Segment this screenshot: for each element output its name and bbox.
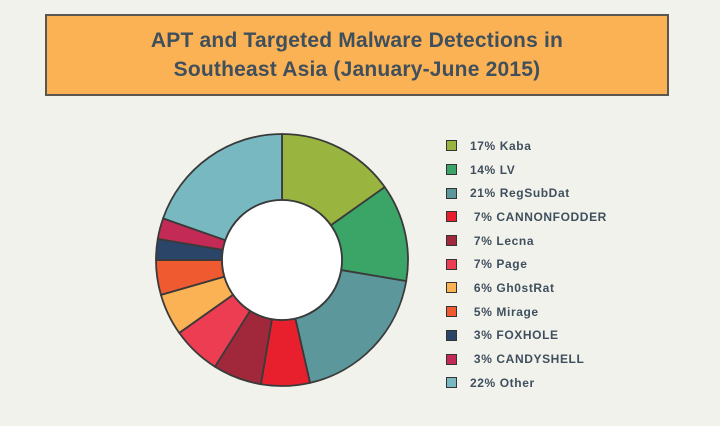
- legend-label: 3% CANDYSHELL: [470, 352, 585, 367]
- legend-item-foxhole: 3% FOXHOLE: [446, 324, 607, 348]
- legend-label: 17% Kaba: [470, 138, 532, 153]
- legend-label: 21% RegSubDat: [470, 186, 570, 201]
- legend-item-other: 22% Other: [446, 371, 607, 395]
- donut-hole: [221, 199, 343, 321]
- legend-item-mirage: 5% Mirage: [446, 300, 607, 324]
- legend-label: 5% Mirage: [470, 304, 539, 319]
- legend-item-lecna: 7% Lecna: [446, 229, 607, 253]
- legend-label: 14% LV: [470, 162, 516, 177]
- legend-swatch: [446, 377, 457, 389]
- chart-title-banner: APT and Targeted Malware Detections in S…: [45, 14, 669, 96]
- legend-label: 6% Gh0stRat: [470, 280, 555, 295]
- legend-item-candyshell: 3% CANDYSHELL: [446, 347, 607, 371]
- legend-item-regsubdat: 21% RegSubDat: [446, 181, 607, 205]
- legend-item-page: 7% Page: [446, 252, 607, 276]
- legend-item-lv: 14% LV: [446, 158, 607, 182]
- chart-title-line-2: Southeast Asia (January-June 2015): [173, 58, 541, 81]
- legend-swatch: [446, 282, 457, 294]
- legend-swatch: [446, 140, 457, 152]
- legend-label: 7% Lecna: [470, 233, 535, 248]
- legend-swatch: [446, 329, 457, 341]
- chart-title-line-1: APT and Targeted Malware Detections in: [150, 29, 564, 52]
- legend-item-gh0strat: 6% Gh0stRat: [446, 276, 607, 300]
- legend-label: 3% FOXHOLE: [470, 328, 559, 343]
- legend-label: 22% Other: [470, 375, 535, 390]
- legend-label: 7% CANNONFODDER: [470, 209, 607, 224]
- legend-swatch: [446, 306, 457, 318]
- legend-swatch: [446, 353, 457, 365]
- legend-label: 7% Page: [470, 257, 528, 272]
- legend-item-cannonfodder: 7% CANNONFODDER: [446, 205, 607, 229]
- donut-chart: [155, 133, 409, 387]
- chart-legend: 17% Kaba 14% LV 21% RegSubDat 7% CANNONFOD…: [446, 134, 607, 395]
- legend-swatch: [446, 187, 457, 199]
- legend-swatch: [446, 211, 457, 223]
- legend-swatch: [446, 164, 457, 176]
- legend-swatch: [446, 235, 457, 247]
- legend-item-kaba: 17% Kaba: [446, 134, 607, 158]
- legend-swatch: [446, 258, 457, 270]
